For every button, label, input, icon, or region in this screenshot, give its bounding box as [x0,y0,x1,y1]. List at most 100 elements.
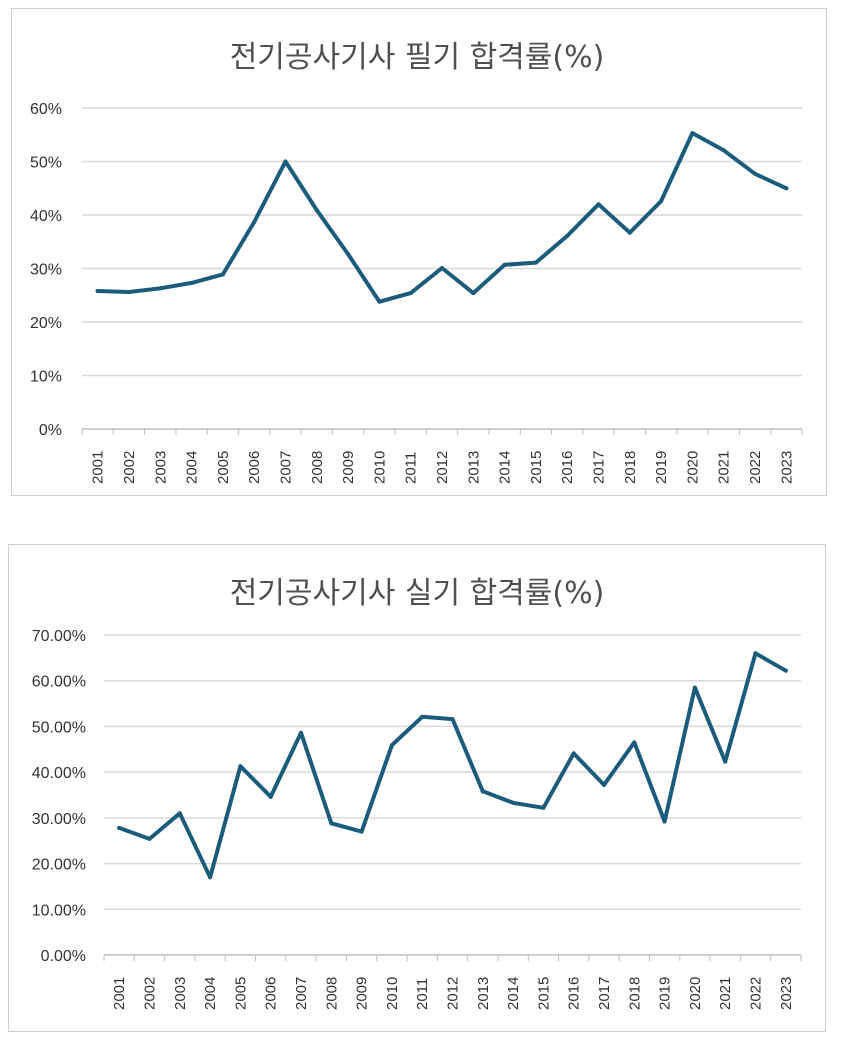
x-tick-label: 2022 [747,451,764,484]
x-tick-label: 2020 [687,977,704,1010]
data-point [283,159,288,164]
y-tick-label: 30% [30,262,62,279]
practical-exam-chart: 전기공사기사 실기 합격률(%) 0.00% 10.00% 20.00% 30.00%… [32,576,802,1010]
x-tick-label: 2015 [535,977,552,1010]
data-point [533,260,538,265]
x-tick-label: 2005 [215,451,232,484]
x-tick-label: 2021 [716,451,733,484]
x-tick-label: 2012 [434,451,451,484]
x-tick-label: 2011 [403,452,420,484]
y-tick-label: 40.00% [32,765,86,782]
x-tick-label: 2003 [152,451,169,484]
data-point [721,148,726,153]
data-point [117,825,122,830]
x-tick-label: 2014 [505,977,522,1010]
x-tick-label: 2001 [90,451,107,484]
data-point [208,875,213,880]
x-tick-label: 2010 [371,451,388,484]
x-tick-label: 2008 [323,977,340,1010]
written-exam-chart-panel: 전기공사기사 필기 합격률(%) 0% 10% 20% 30% 40% 50% 60% 20… [11,8,827,496]
chart-title: 전기공사기사 실기 합격률(%) [230,576,605,611]
data-point [690,131,695,136]
data-point [346,252,351,257]
x-tick-label: 2016 [559,451,576,484]
data-point [602,782,607,787]
x-tick-label: 2019 [657,977,674,1010]
x-tick-label: 2018 [626,977,643,1010]
x-tick-label: 2008 [309,451,326,484]
x-tick-label: 2011 [414,978,431,1010]
pass-rate-line [117,651,788,880]
data-point [408,291,413,296]
data-point [511,800,516,805]
x-tick-label: 2022 [748,977,765,1010]
x-tick-label: 2004 [202,977,219,1010]
written-exam-chart: 전기공사기사 필기 합격률(%) 0% 10% 20% 30% 40% 50% 60% 20… [30,40,803,484]
x-tick-label: 2023 [778,977,795,1010]
data-point [268,794,273,799]
data-point [238,764,243,769]
data-point [753,171,758,176]
data-point [450,717,455,722]
x-tick-label: 2003 [172,977,189,1010]
x-tick-label: 2014 [497,451,514,484]
y-tick-label: 40% [30,208,62,225]
x-tick-label: 2017 [591,451,608,484]
y-tick-label: 10% [30,369,62,386]
data-point [541,805,546,810]
y-tick-label: 20% [30,315,62,332]
x-tick-label: 2009 [354,977,371,1010]
data-point [314,208,319,213]
x-tick-label: 2021 [717,977,734,1010]
x-tick-label: 2007 [277,451,294,484]
y-tick-label: 50.00% [32,719,86,736]
data-point [329,821,334,826]
x-tick-label: 2013 [465,451,482,484]
data-point [359,829,364,834]
x-tick-label: 2020 [684,451,701,484]
y-tick-label: 20.00% [32,857,86,874]
data-point [377,299,382,304]
y-tick-label: 60.00% [32,674,86,691]
x-tick-label: 2018 [622,451,639,484]
x-tick-label: 2005 [232,977,249,1010]
data-point [480,789,485,794]
data-point [177,811,182,816]
data-point [783,668,788,673]
data-point [126,290,131,295]
data-point [440,265,444,270]
x-tick-label: 2002 [121,451,138,484]
x-tick-label: 2023 [778,451,795,484]
data-point [627,230,632,235]
data-point [389,743,394,748]
y-tick-label: 0% [39,422,62,439]
data-point [784,186,789,191]
data-point [692,685,697,690]
data-point [220,272,225,277]
data-point [723,759,728,764]
x-tick-label: 2009 [340,451,357,484]
data-point [158,286,163,291]
data-point [189,280,194,285]
data-point [662,819,667,824]
data-point [252,219,257,224]
x-tick-label: 2006 [246,451,263,484]
x-tick-label: 2019 [653,451,670,484]
data-point [596,202,601,207]
data-point [471,291,476,296]
data-point [571,751,576,756]
data-point [502,262,507,267]
y-tick-label: 60% [30,101,62,118]
data-point [632,740,637,745]
data-point [298,730,303,735]
x-tick-label: 2010 [384,977,401,1010]
y-tick-label: 50% [30,155,62,172]
data-point [420,714,425,719]
x-tick-label: 2004 [184,451,201,484]
y-tick-label: 30.00% [32,811,86,828]
y-tick-label: 10.00% [32,902,86,919]
x-tick-label: 2001 [111,977,128,1010]
x-tick-label: 2007 [293,977,310,1010]
x-tick-label: 2002 [141,977,158,1010]
x-tick-label: 2012 [445,977,462,1010]
